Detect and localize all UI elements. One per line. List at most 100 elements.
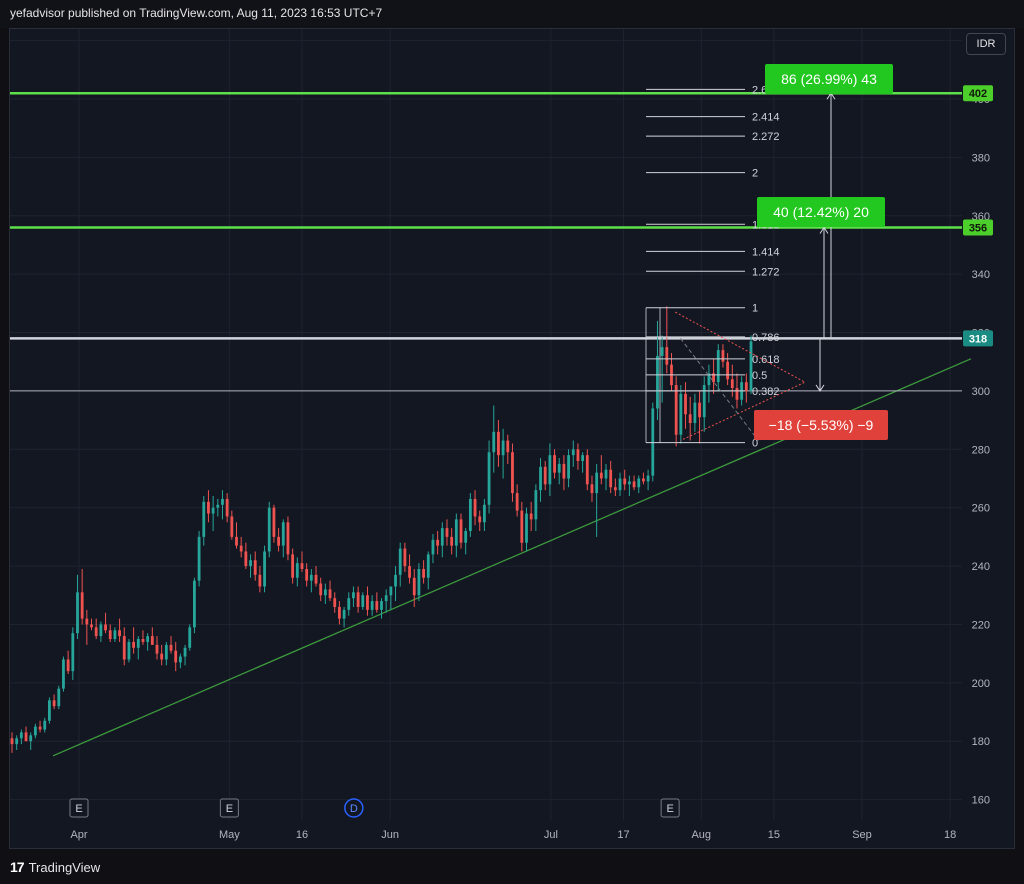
candle-body: [38, 726, 42, 730]
candle-body: [216, 504, 220, 508]
candle-body: [534, 490, 538, 520]
x-tick-label: 17: [617, 829, 629, 841]
dividend-marker-icon: [344, 798, 364, 818]
price-axis-tag: [963, 219, 993, 236]
candle-body: [122, 636, 126, 660]
candle-body: [76, 592, 79, 634]
measure-label-box: [757, 197, 885, 227]
tradingview-logo[interactable]: 17 TradingView: [10, 859, 100, 875]
candle-body: [590, 484, 594, 494]
candle-body: [679, 393, 683, 435]
candle-body: [562, 463, 566, 479]
candle-body: [291, 554, 295, 578]
candle-body: [398, 548, 402, 575]
candle-body: [646, 475, 650, 482]
currency-button[interactable]: IDR: [966, 33, 1006, 55]
candle-body: [548, 455, 552, 485]
candle-body: [253, 560, 257, 575]
candle-body: [118, 630, 121, 637]
publication-header: yefadvisor published on TradingView.com,…: [0, 0, 1024, 28]
candle-body: [660, 347, 664, 356]
candle-body: [674, 385, 678, 435]
fib-level-label: 1: [752, 303, 758, 315]
candle-body: [57, 688, 61, 707]
candle-body: [482, 504, 486, 523]
y-tick-label: 200: [972, 678, 990, 690]
candlestick-chart[interactable]: 1601802002202402602803003203403603804004…: [0, 0, 1024, 850]
event-marker-letter: E: [75, 803, 82, 815]
candle-body: [333, 598, 337, 607]
candle-body: [623, 478, 627, 485]
candle-body: [178, 656, 182, 663]
measure-arrow-head: [819, 226, 829, 234]
x-tick-label: May: [219, 829, 240, 841]
candle-body: [239, 545, 243, 552]
candle-body: [300, 563, 304, 569]
candle-body: [613, 487, 617, 491]
y-tick-label: 380: [972, 152, 990, 164]
candle-body: [571, 449, 575, 456]
tradingview-logo-text: TradingView: [28, 859, 101, 875]
candle-body: [684, 393, 687, 415]
candle-body: [632, 481, 636, 488]
candle-body: [468, 498, 472, 532]
price-axis-tag-text: 318: [969, 333, 987, 345]
candle-body: [52, 700, 56, 707]
candle-body: [361, 595, 365, 607]
candle-body: [557, 463, 561, 473]
candle-body: [497, 431, 500, 456]
candle-body: [492, 431, 496, 453]
candle-body: [553, 455, 556, 473]
candle-body: [426, 554, 430, 578]
candle-body: [160, 653, 164, 660]
candle-body: [412, 577, 416, 596]
candle-body: [735, 388, 739, 400]
candle-body: [744, 382, 748, 391]
candle-body: [277, 536, 281, 546]
pennant-dashed-line: [680, 338, 759, 441]
candle-body: [338, 606, 341, 619]
price-axis-tag-text: 402: [969, 88, 987, 100]
candle-body: [375, 601, 379, 610]
candle-body: [749, 341, 753, 391]
candle-body: [202, 501, 206, 537]
candle-body: [141, 639, 145, 642]
candle-body: [85, 618, 89, 625]
candle-body: [520, 510, 524, 543]
fib-level-label: 2.414: [752, 112, 780, 124]
candle-body: [609, 469, 613, 488]
measure-label-text: 40 (12.42%) 20: [773, 204, 869, 220]
fib-level-label: 0.786: [752, 332, 780, 344]
candle-body: [515, 493, 519, 511]
candle-body: [702, 385, 706, 418]
candle-body: [604, 469, 608, 479]
y-tick-label: 240: [972, 561, 990, 573]
candle-body: [436, 539, 440, 546]
candle-body: [155, 644, 159, 654]
x-tick-label: Aug: [691, 829, 711, 841]
candle-body: [43, 720, 47, 730]
candle-body: [150, 636, 154, 645]
candle-body: [15, 738, 19, 745]
candle-body: [19, 732, 23, 739]
candle-body: [347, 598, 351, 610]
pennant-pattern: [675, 311, 807, 442]
price-axis-tag-text: 356: [969, 222, 987, 234]
y-tick-label: 340: [972, 269, 990, 281]
candle-body: [539, 466, 542, 491]
measure-label-box: [765, 64, 893, 94]
candle-body: [281, 522, 285, 546]
price-axis-tag: [963, 85, 993, 102]
candle-body: [352, 592, 355, 599]
pennant-outline: [675, 311, 807, 442]
candle-body: [698, 402, 701, 418]
y-tick-label: 260: [972, 503, 990, 515]
y-tick-label: 160: [972, 795, 990, 807]
candle-body: [286, 522, 290, 555]
candle-body: [108, 630, 112, 640]
candle-body: [585, 455, 589, 485]
candle-body: [730, 379, 734, 389]
candle-body: [230, 516, 234, 537]
candle-body: [464, 531, 468, 543]
x-tick-label: Apr: [70, 829, 87, 841]
